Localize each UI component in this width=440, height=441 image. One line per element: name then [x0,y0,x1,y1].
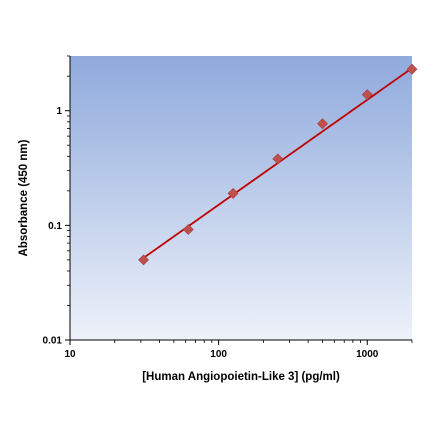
y-axis-ticks: 0.01 0.1 1 [43,55,70,347]
x-tick-label: 100 [210,349,227,360]
data-point [227,187,239,199]
data-point [182,224,194,235]
axes [69,56,412,341]
y-tick-label: 0.01 [43,336,63,347]
y-axis-title: Absorbance (450 nm) [18,139,30,256]
data-point [138,254,149,266]
y-tick-label: 1 [56,106,62,117]
x-tick-label: 1000 [356,349,379,360]
x-tick-label: 10 [64,349,76,360]
data-point [406,63,418,75]
data-point [272,153,284,165]
x-axis-ticks: 10 100 1000 [64,340,413,360]
data-points [138,63,418,266]
x-axis-title: [Human Angiopoietin-Like 3] (pg/ml) [142,371,340,383]
data-point [317,118,328,130]
data-point [361,89,373,101]
y-tick-label: 0.1 [48,221,62,232]
plot-area [70,56,412,340]
